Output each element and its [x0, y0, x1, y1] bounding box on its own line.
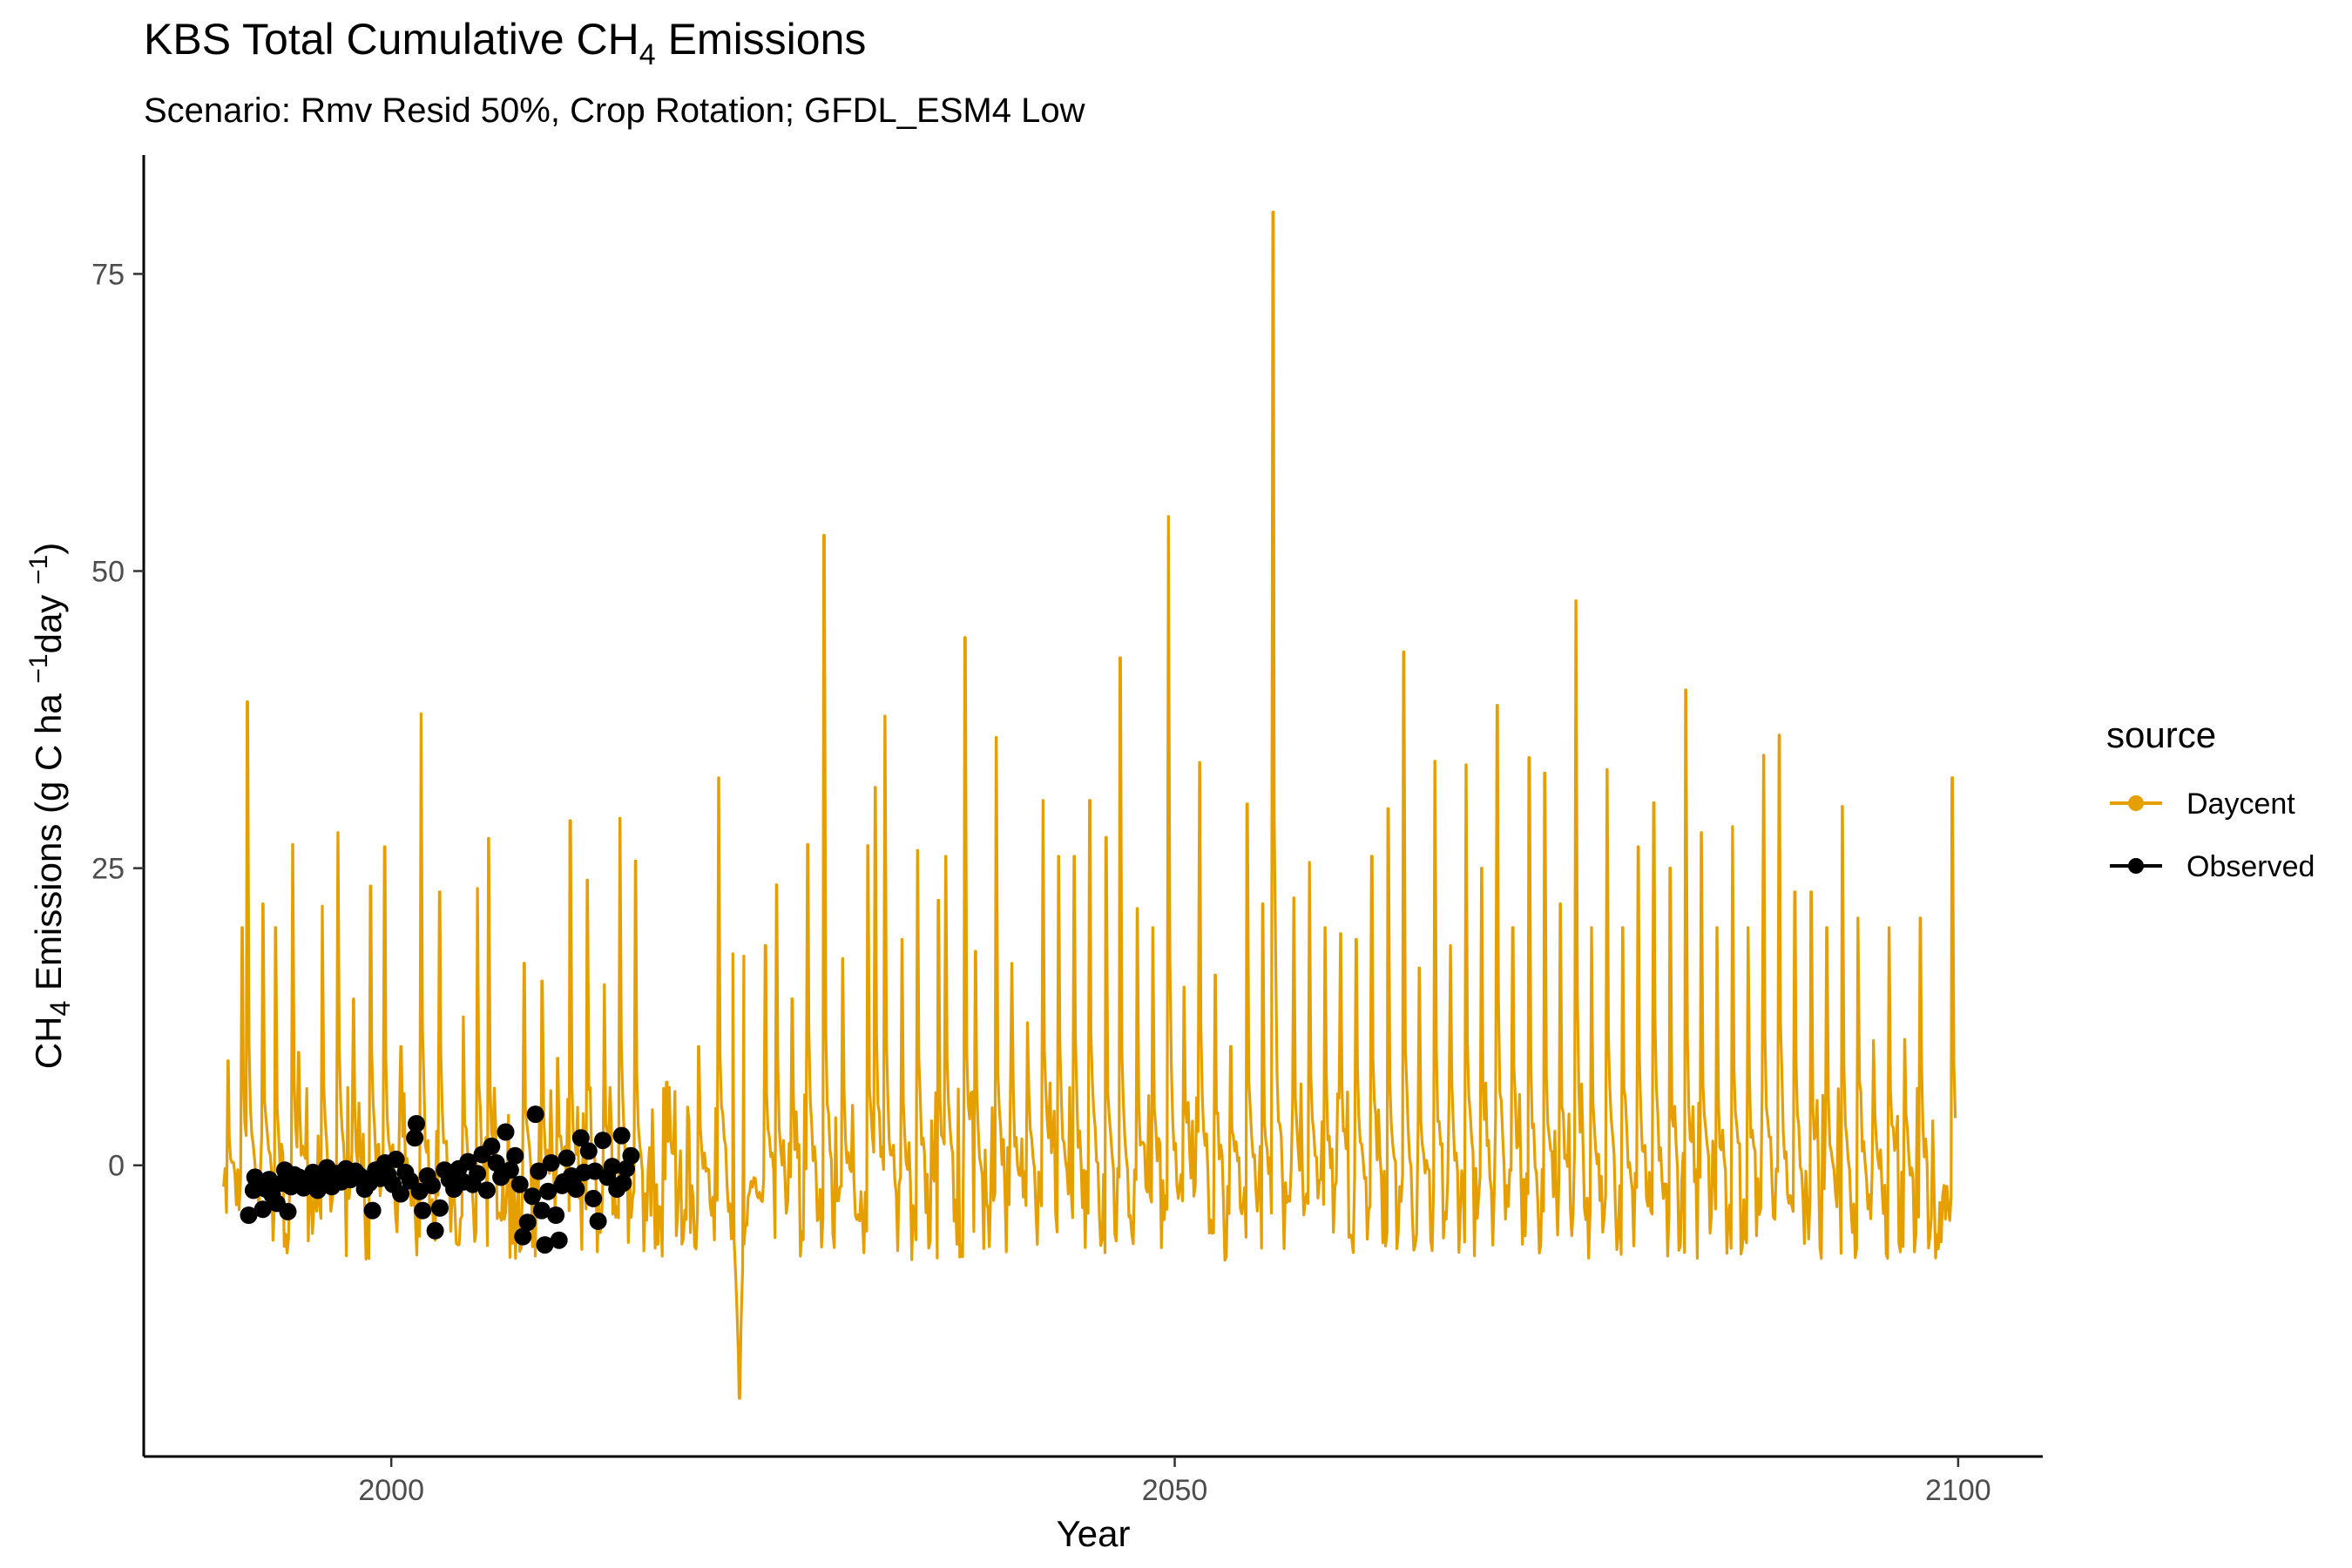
observed-point	[547, 1206, 565, 1224]
observed-point	[308, 1181, 327, 1200]
observed-point	[585, 1189, 603, 1207]
observed-point	[550, 1231, 568, 1249]
legend-label-observed: Observed	[2186, 850, 2315, 883]
observed-point	[618, 1159, 635, 1178]
observed-point	[501, 1161, 519, 1179]
y-axis-title: CH4 Emissions (g C ha −1day −1)	[24, 543, 76, 1069]
chart-title-subscript: 4	[639, 38, 656, 71]
legend-entry-observed: Observed	[2110, 850, 2315, 883]
observed-point	[526, 1105, 544, 1124]
x-tick-label: 2000	[358, 1474, 424, 1507]
observed-point	[426, 1221, 444, 1240]
observed-point	[603, 1158, 621, 1176]
chart-subtitle: Scenario: Rmv Resid 50%, Crop Rotation; …	[144, 91, 1085, 130]
observed-point	[614, 1174, 632, 1193]
legend-key-point-observed	[2128, 858, 2144, 874]
observed-point	[553, 1176, 571, 1194]
observed-point	[514, 1227, 532, 1246]
x-axis-ticks: 2000 2050 2100	[358, 1456, 1991, 1507]
legend-label-daycent: Daycent	[2186, 787, 2295, 821]
y-tick-label: 75	[91, 258, 125, 291]
y-tick-label: 0	[108, 1150, 125, 1183]
observed-point	[506, 1146, 524, 1165]
observed-point	[497, 1123, 515, 1141]
x-axis-title: Year	[1057, 1513, 1131, 1554]
observed-point	[244, 1181, 262, 1200]
observed-point	[414, 1201, 432, 1220]
y-tick-label: 25	[91, 853, 125, 886]
observed-point	[586, 1162, 604, 1180]
observed-point	[612, 1126, 631, 1145]
chart-title: KBS Total Cumulative CH4 Emissions	[144, 15, 866, 71]
observed-point	[558, 1149, 576, 1167]
observed-point	[532, 1201, 551, 1220]
observed-point	[622, 1146, 640, 1165]
observed-point	[510, 1175, 529, 1193]
observed-point	[536, 1236, 554, 1254]
legend-title: source	[2106, 714, 2216, 755]
x-tick-label: 2050	[1142, 1474, 1208, 1507]
observed-point	[363, 1201, 382, 1220]
x-tick-label: 2100	[1925, 1474, 1991, 1507]
observed-point	[423, 1176, 441, 1194]
y-axis-ticks: 0 25 50 75	[91, 258, 144, 1183]
legend-entry-daycent: Daycent	[2110, 787, 2295, 821]
observed-point	[542, 1154, 560, 1172]
observed-point	[594, 1132, 612, 1150]
observed-point	[483, 1137, 501, 1155]
plot-area	[222, 210, 1957, 1400]
observed-point	[392, 1185, 409, 1203]
observed-point	[571, 1129, 590, 1147]
observed-point	[240, 1206, 258, 1224]
observed-point	[487, 1154, 505, 1172]
observed-point	[589, 1212, 607, 1230]
legend-key-point-daycent	[2128, 795, 2144, 811]
observed-point	[408, 1115, 425, 1132]
observed-point	[431, 1199, 449, 1217]
observed-point	[530, 1162, 548, 1180]
legend: source Daycent Observed	[2106, 714, 2315, 883]
observed-point	[279, 1202, 297, 1220]
y-tick-label: 50	[91, 556, 125, 589]
observed-point	[246, 1168, 264, 1186]
observed-point	[469, 1165, 487, 1183]
observed-point	[253, 1200, 272, 1219]
series-points-observed	[240, 1105, 640, 1254]
observed-point	[539, 1182, 558, 1200]
series-line-daycent	[222, 210, 1957, 1400]
observed-point	[459, 1152, 477, 1171]
observed-point	[579, 1142, 598, 1160]
observed-point	[524, 1187, 542, 1206]
observed-point	[477, 1181, 496, 1200]
observed-point	[406, 1129, 424, 1147]
observed-point	[387, 1150, 405, 1168]
observed-point	[518, 1213, 537, 1232]
